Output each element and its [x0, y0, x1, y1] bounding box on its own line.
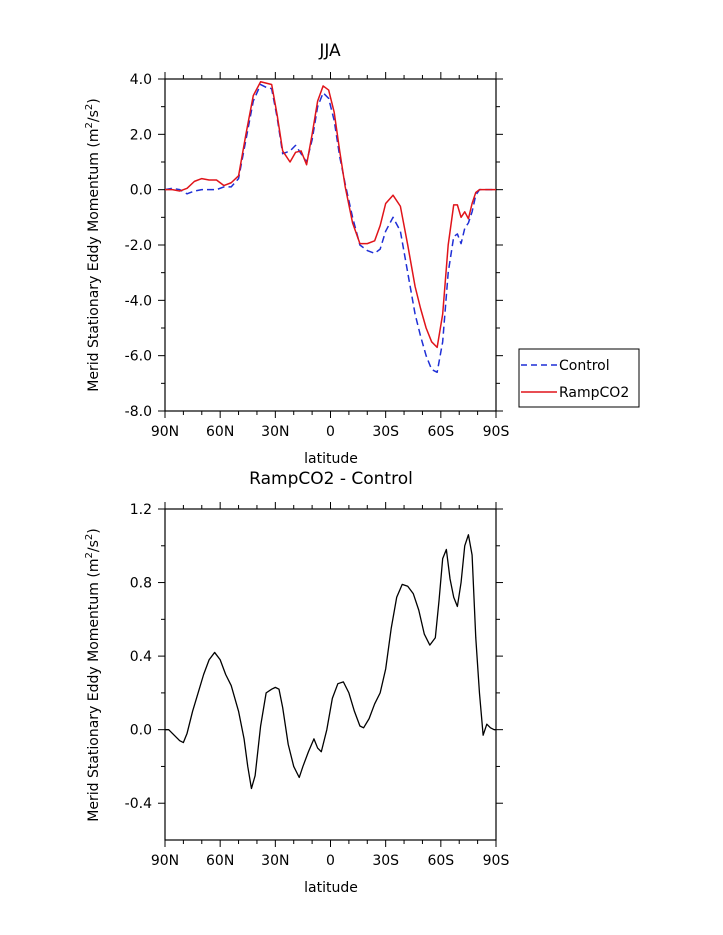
- top-y-tick-label: 2.0: [130, 127, 152, 143]
- bottom-x-tick-label: 60S: [427, 853, 454, 869]
- top-panel-title: JJA: [318, 41, 341, 61]
- bottom-x-tick-label: 90N: [151, 853, 179, 869]
- bottom-y-tick-label: 0.0: [130, 723, 152, 739]
- top-x-tick-label: 30N: [261, 424, 289, 440]
- top-y-tick-label: 4.0: [130, 72, 152, 88]
- bottom-panel: RampCO2 - Control 90N 60N 30N 0 30S 60S 90S 1.2…: [84, 469, 509, 896]
- legend-rampco2-label: RampCO2: [559, 385, 629, 401]
- bottom-series-lines: [165, 534, 496, 790]
- top-axis-ticks: 90N 60N 30N 0 30S 60S 90S 4.0 2.0 0.0 -2.0 -4.0 -6.0…: [125, 72, 510, 440]
- bottom-x-tick-label: 90S: [483, 853, 510, 869]
- bottom-y-axis-label: Merid Stationary Eddy Momentum (m2/s2): [84, 528, 102, 821]
- top-plot-frame: [164, 78, 497, 412]
- legend-control-label: Control: [559, 358, 610, 374]
- top-x-tick-label: 90S: [483, 424, 510, 440]
- bottom-x-tick-label: 30N: [261, 853, 289, 869]
- top-panel: JJA 90N 60N 30N 0 30S 60S 90S 4.0 2.0 0.0 -2.0 -4.0…: [84, 41, 640, 467]
- bottom-y-tick-label: 1.2: [130, 502, 152, 518]
- top-y-tick-label: -4.0: [125, 293, 152, 309]
- bottom-plot-frame: [164, 508, 497, 841]
- bottom-series-rampco2-control: [165, 534, 496, 790]
- top-y-tick-label: -2.0: [125, 238, 152, 254]
- bottom-x-tick-label: 30S: [372, 853, 399, 869]
- bottom-axis-ticks: 90N 60N 30N 0 30S 60S 90S 1.2 0.8 0.4 0.0 -0.4: [125, 502, 510, 869]
- top-y-tick-label: -8.0: [125, 404, 152, 420]
- bottom-y-tick-label: -0.4: [125, 796, 152, 812]
- bottom-x-tick-label: 0: [326, 853, 335, 869]
- top-series-lines: [164, 81, 496, 374]
- bottom-y-tick-label: 0.4: [130, 649, 152, 665]
- top-x-tick-label: 60S: [427, 424, 454, 440]
- top-series-control: [164, 83, 496, 374]
- top-y-tick-label: -6.0: [125, 349, 152, 365]
- top-x-tick-label: 90N: [151, 424, 179, 440]
- bottom-x-axis-label: latitude: [304, 880, 358, 896]
- top-y-tick-label: 0.0: [130, 183, 152, 199]
- top-x-tick-label: 60N: [206, 424, 234, 440]
- legend-frame: [518, 348, 640, 408]
- legend: Control RampCO2: [518, 348, 640, 408]
- top-y-axis-label: Merid Stationary Eddy Momentum (m2/s2): [84, 98, 102, 391]
- bottom-panel-title: RampCO2 - Control: [249, 469, 413, 489]
- bottom-y-tick-label: 0.8: [130, 576, 152, 592]
- top-x-axis-label: latitude: [304, 451, 358, 467]
- top-x-tick-label: 0: [326, 424, 335, 440]
- top-series-rampco2: [165, 81, 496, 349]
- top-x-tick-label: 30S: [372, 424, 399, 440]
- bottom-x-tick-label: 60N: [206, 853, 234, 869]
